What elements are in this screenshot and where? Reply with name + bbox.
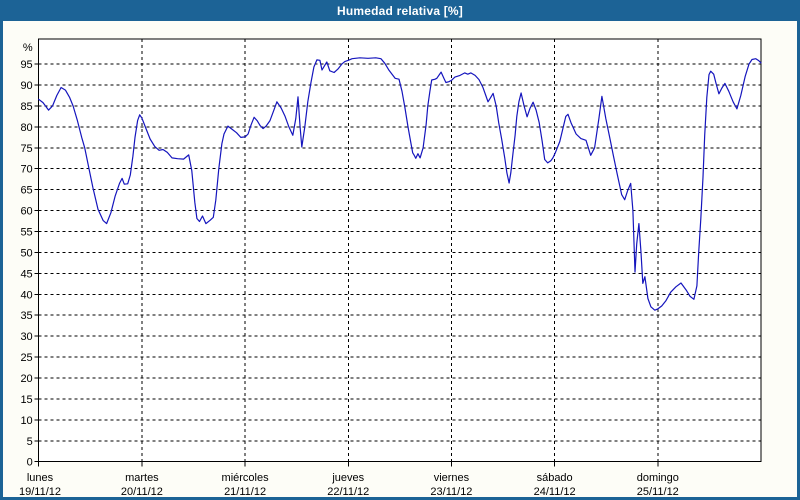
svg-text:sábado: sábado — [537, 472, 573, 484]
svg-text:23/11/12: 23/11/12 — [430, 486, 472, 498]
svg-text:65: 65 — [20, 185, 32, 197]
svg-text:50: 50 — [20, 247, 32, 259]
svg-text:19/11/12: 19/11/12 — [19, 486, 61, 498]
svg-text:24/11/12: 24/11/12 — [534, 486, 576, 498]
svg-text:martes: martes — [125, 472, 159, 484]
svg-text:95: 95 — [20, 59, 32, 71]
svg-text:miércoles: miércoles — [222, 472, 270, 484]
svg-text:20/11/12: 20/11/12 — [121, 486, 163, 498]
svg-text:30: 30 — [20, 331, 32, 343]
chart-title: Humedad relativa [%] — [336, 3, 464, 18]
svg-text:75: 75 — [20, 143, 32, 155]
svg-text:40: 40 — [20, 289, 32, 301]
svg-text:55: 55 — [20, 227, 32, 239]
svg-text:21/11/12: 21/11/12 — [224, 486, 266, 498]
svg-text:22/11/12: 22/11/12 — [327, 486, 369, 498]
svg-text:45: 45 — [20, 268, 32, 280]
svg-text:viernes: viernes — [434, 472, 470, 484]
svg-text:85: 85 — [20, 101, 32, 113]
svg-text:35: 35 — [20, 310, 32, 322]
svg-text:20: 20 — [20, 373, 32, 385]
svg-text:90: 90 — [20, 80, 32, 92]
svg-text:60: 60 — [20, 206, 32, 218]
svg-text:0: 0 — [27, 457, 33, 469]
svg-text:jueves: jueves — [331, 472, 364, 484]
title-bar: Humedad relativa [%] — [0, 0, 800, 21]
svg-text:80: 80 — [20, 122, 32, 134]
svg-text:10: 10 — [20, 415, 32, 427]
svg-text:5: 5 — [27, 436, 33, 448]
svg-text:15: 15 — [20, 394, 32, 406]
svg-text:25/11/12: 25/11/12 — [637, 486, 679, 498]
svg-text:70: 70 — [20, 164, 32, 176]
svg-text:lunes: lunes — [27, 472, 54, 484]
svg-text:25: 25 — [20, 352, 32, 364]
svg-text:%: % — [23, 42, 33, 54]
svg-text:domingo: domingo — [637, 472, 679, 484]
